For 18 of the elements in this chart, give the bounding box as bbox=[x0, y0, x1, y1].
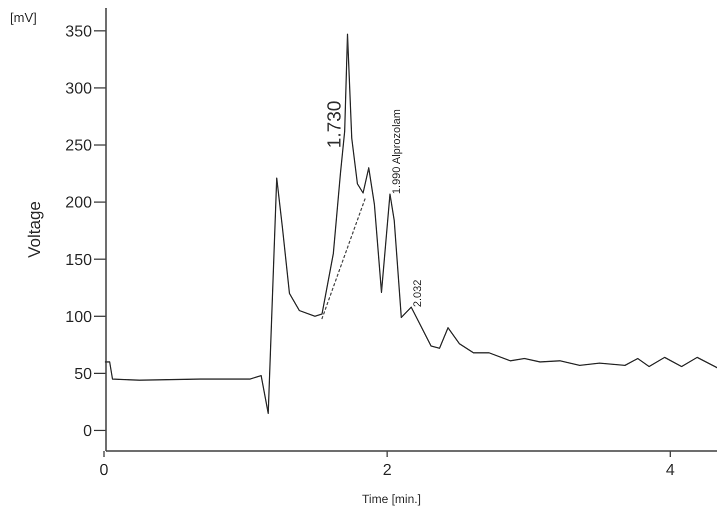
y-tick-label: 200 bbox=[65, 194, 92, 212]
x-tick-label: 0 bbox=[100, 462, 109, 479]
y-tick-label: 100 bbox=[65, 308, 92, 326]
annotation: 2.032 bbox=[412, 280, 424, 308]
annotation: 1.730 bbox=[324, 100, 346, 148]
y-tick-label: 350 bbox=[65, 23, 92, 40]
line-series bbox=[104, 34, 717, 414]
text: [mV] bbox=[10, 10, 37, 25]
y-axis-title: Voltage bbox=[25, 201, 44, 258]
y-tick-label: 300 bbox=[65, 80, 92, 98]
x-tick-label: 2 bbox=[382, 462, 392, 479]
annotation: 1.990 Alprozolam bbox=[390, 109, 403, 194]
x-axis-title: Time [min.] bbox=[362, 492, 421, 506]
y-tick-label: 0 bbox=[83, 423, 92, 440]
y-tick-label: 150 bbox=[65, 252, 92, 269]
x-tick-label: 4 bbox=[666, 462, 675, 479]
y-tick-label: 250 bbox=[65, 138, 92, 155]
y-tick-label: 50 bbox=[74, 366, 92, 383]
